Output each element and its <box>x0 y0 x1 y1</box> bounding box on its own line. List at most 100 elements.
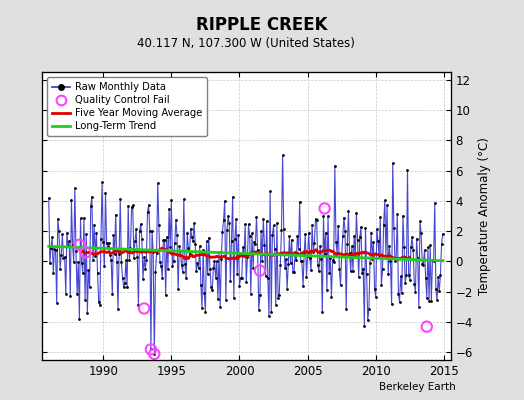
Point <box>119 284 128 290</box>
Point <box>114 305 122 312</box>
Point <box>154 180 162 186</box>
Point <box>75 316 83 322</box>
Point <box>277 227 286 233</box>
Point <box>356 234 364 240</box>
Point <box>222 297 230 303</box>
Point <box>134 302 143 308</box>
Point <box>147 346 155 352</box>
Point <box>331 163 339 169</box>
Point <box>46 260 54 267</box>
Point <box>232 216 240 222</box>
Point <box>211 274 220 281</box>
Point <box>369 238 378 245</box>
Point <box>63 230 71 236</box>
Point <box>78 260 86 266</box>
Point <box>428 257 436 263</box>
Point <box>291 250 299 256</box>
Point <box>379 222 388 228</box>
Y-axis label: Temperature Anomaly (°C): Temperature Anomaly (°C) <box>478 137 492 295</box>
Point <box>267 308 276 315</box>
Point <box>264 275 272 282</box>
Point <box>320 205 329 212</box>
Point <box>309 248 318 255</box>
Point <box>104 244 112 251</box>
Point <box>344 208 353 214</box>
Point <box>148 228 156 234</box>
Point <box>52 300 61 306</box>
Point <box>271 302 280 308</box>
Point <box>188 234 196 240</box>
Point <box>216 304 224 310</box>
Point <box>126 244 135 251</box>
Point <box>66 293 74 299</box>
Point <box>105 240 113 246</box>
Point <box>185 251 194 258</box>
Point <box>100 263 108 270</box>
Point <box>132 226 140 232</box>
Point <box>187 225 195 232</box>
Point <box>286 260 294 266</box>
Point <box>184 245 192 251</box>
Point <box>80 214 88 221</box>
Point <box>374 238 382 244</box>
Point <box>238 244 247 251</box>
Point <box>435 288 443 294</box>
Point <box>84 267 93 274</box>
Point <box>381 253 390 259</box>
Point <box>108 291 116 297</box>
Point <box>418 261 427 267</box>
Point <box>234 232 243 239</box>
Point <box>323 287 331 294</box>
Point <box>244 221 253 228</box>
Point <box>250 238 258 245</box>
Point <box>121 280 129 286</box>
Point <box>226 278 235 284</box>
Point <box>190 220 198 226</box>
Point <box>241 221 249 228</box>
Point <box>169 257 178 264</box>
Point <box>384 271 392 278</box>
Point <box>95 302 104 308</box>
Point <box>88 194 96 200</box>
Point <box>269 222 278 228</box>
Point <box>195 243 204 249</box>
Point <box>276 262 285 268</box>
Point <box>242 279 250 285</box>
Point <box>60 254 69 260</box>
Point <box>73 291 81 297</box>
Point <box>359 265 367 272</box>
Point <box>272 220 281 226</box>
Point <box>139 276 147 282</box>
Point <box>106 251 114 258</box>
Point <box>158 275 167 281</box>
Point <box>315 268 323 274</box>
Point <box>113 259 121 265</box>
Point <box>302 274 311 280</box>
Point <box>304 230 313 236</box>
Point <box>83 310 92 316</box>
Point <box>393 211 401 217</box>
Point <box>107 257 115 263</box>
Point <box>414 303 423 310</box>
Point <box>182 274 190 281</box>
Point <box>129 254 138 261</box>
Point <box>327 294 335 301</box>
Point <box>311 216 320 222</box>
Point <box>300 250 308 257</box>
Point <box>320 251 329 258</box>
Point <box>221 198 229 204</box>
Point <box>433 297 441 303</box>
Point <box>436 272 444 278</box>
Point <box>147 346 155 352</box>
Point <box>200 290 209 296</box>
Point <box>140 254 148 260</box>
Point <box>372 293 380 300</box>
Point <box>116 196 124 202</box>
Point <box>400 244 408 250</box>
Point <box>74 259 82 266</box>
Point <box>429 258 438 264</box>
Point <box>402 272 410 278</box>
Point <box>427 298 435 304</box>
Point <box>375 254 383 260</box>
Point <box>214 296 222 302</box>
